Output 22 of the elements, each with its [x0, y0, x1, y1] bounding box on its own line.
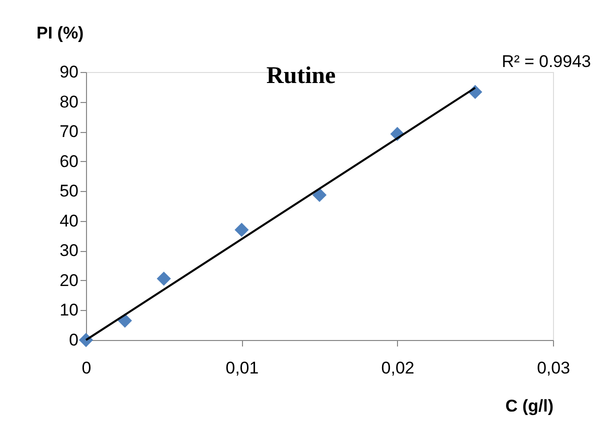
y-tick-label: 40: [60, 211, 78, 230]
point: [312, 188, 327, 202]
y-tick-label: 20: [60, 270, 78, 290]
chart-title: Rutine: [266, 63, 336, 89]
y-tick-label: 0: [69, 330, 78, 350]
y-axis-title: PI (%): [36, 24, 84, 42]
x-tick-label: 0: [82, 358, 92, 378]
point: [234, 222, 249, 237]
y-tick-label: 90: [60, 62, 78, 82]
x-tick-label: 0,03: [536, 358, 570, 378]
y-tick-label: 80: [60, 92, 78, 112]
y-tick-label: 10: [60, 300, 78, 320]
point: [156, 272, 171, 286]
x-tick-label: 0,02: [381, 358, 414, 378]
y-tick-label: 60: [60, 152, 78, 171]
point: [118, 314, 132, 328]
y-tick-label: 50: [60, 182, 78, 201]
y-tick-label: 70: [60, 122, 78, 142]
y-tick-label: 30: [60, 241, 78, 260]
x-tick-label: 0,01: [226, 358, 259, 378]
x-axis-title: C (g/l): [505, 396, 554, 416]
text: R² = 0.9943: [502, 52, 591, 71]
